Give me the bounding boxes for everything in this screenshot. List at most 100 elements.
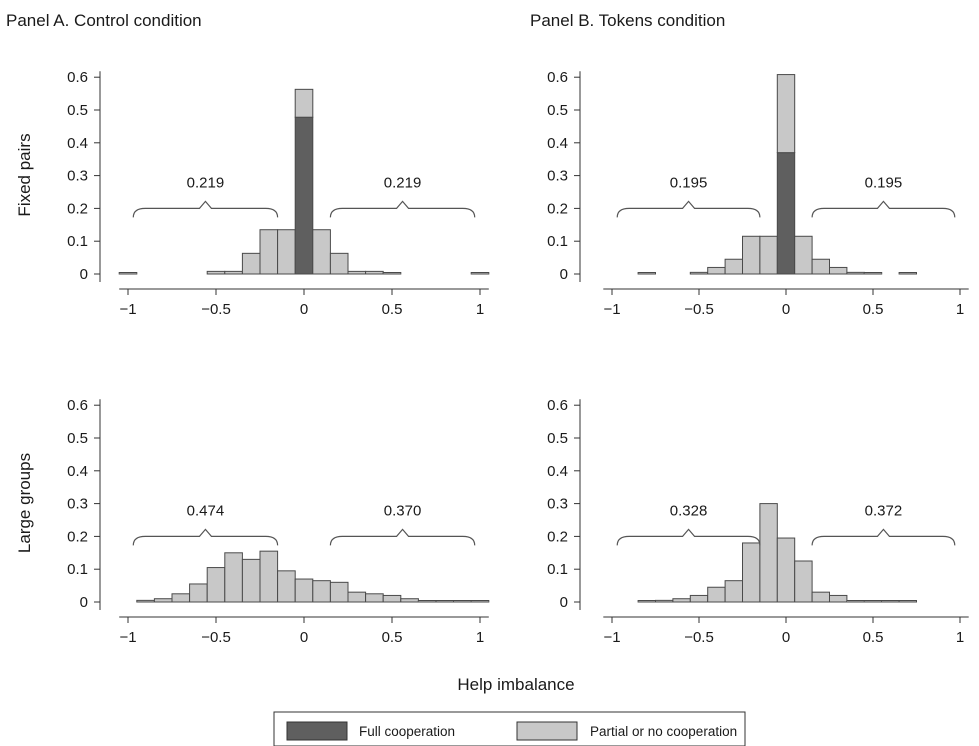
x-tick-label-panel-a-fixed-pairs: −1 [119,301,136,318]
y-tick-label-panel-a-fixed-pairs: 0.5 [67,102,88,119]
bar-partial-cooperation-panel-a-fixed-pairs [294,88,314,118]
bar-partial-cooperation-panel-b-large-groups [898,600,917,603]
y-tick-label-panel-b-large-groups: 0.2 [547,528,568,545]
brace-label-right-panel-a-fixed-pairs: 0.219 [384,174,422,191]
brace-label-right-panel-b-fixed-pairs: 0.195 [865,174,903,191]
y-tick-label-panel-b-large-groups: 0.3 [547,496,568,513]
bar-partial-cooperation-panel-a-large-groups [470,600,490,603]
bar-partial-cooperation-panel-a-fixed-pairs [365,270,384,275]
row-label-fixed-pairs: Fixed pairs [15,133,34,216]
bar-partial-cooperation-panel-a-large-groups [417,600,437,603]
bar-partial-cooperation-panel-b-fixed-pairs [707,266,726,275]
brace-left-panel-a-large-groups [132,528,279,546]
bar-full-cooperation-panel-a-fixed-pairs [294,116,314,275]
x-tick-label-panel-a-fixed-pairs: 0 [300,301,308,318]
bar-partial-cooperation-panel-a-large-groups [365,593,384,603]
x-tick-label-panel-a-large-groups: −0.5 [201,629,231,646]
bar-partial-cooperation-panel-a-large-groups [329,581,349,603]
bar-partial-cooperation-panel-b-large-groups [724,580,743,603]
y-tick-label-panel-b-fixed-pairs: 0.6 [547,69,568,86]
y-tick-label-panel-a-large-groups: 0.2 [67,528,88,545]
x-tick-label-panel-a-fixed-pairs: 0.5 [382,301,403,318]
bar-partial-cooperation-panel-a-fixed-pairs [277,229,296,275]
legend-swatch-partial [516,721,578,741]
bar-partial-cooperation-panel-b-fixed-pairs [829,266,848,275]
plot-tokens-large-groups: 0 0.1 0.2 0.3 0.4 0.5 0.6 −1 −0.5 0 0.5 1 0.328 0.372 [547,397,969,646]
y-tick-label-panel-b-large-groups: 0 [560,594,568,611]
x-tick-label-panel-b-fixed-pairs: 0 [782,301,790,318]
bar-partial-cooperation-panel-b-fixed-pairs [846,271,865,275]
brace-label-right-panel-b-large-groups: 0.372 [865,502,903,519]
legend-swatch-full [286,721,348,741]
bar-partial-cooperation-panel-a-large-groups [435,600,455,603]
y-tick-label-panel-b-fixed-pairs: 0 [560,266,568,283]
y-tick-label-panel-a-large-groups: 0.6 [67,397,88,414]
legend-label-full: Full cooperation [359,724,455,739]
y-tick-label-panel-a-fixed-pairs: 0.3 [67,168,88,185]
panel-title-tokens: Panel B. Tokens condition [530,11,725,30]
bar-partial-cooperation-panel-a-fixed-pairs [241,252,261,275]
bar-partial-cooperation-panel-a-fixed-pairs [470,272,490,275]
bar-partial-cooperation-panel-a-large-groups [189,583,208,603]
x-tick-label-panel-a-fixed-pairs: 1 [476,301,484,318]
bar-partial-cooperation-panel-a-fixed-pairs [206,270,226,275]
plot-control-fixed-pairs: 0 0.1 0.2 0.3 0.4 0.5 0.6 −1 −0.5 0 0.5 1 0.219 0.219 [67,69,490,318]
brace-right-panel-a-fixed-pairs [329,200,476,218]
bar-full-cooperation-panel-b-fixed-pairs [776,152,796,275]
x-tick-label-panel-b-large-groups: 0.5 [863,629,884,646]
bar-partial-cooperation-panel-b-fixed-pairs [811,258,830,275]
bar-partial-cooperation-panel-b-fixed-pairs [776,74,796,154]
bar-partial-cooperation-panel-a-large-groups [382,594,402,603]
bar-partial-cooperation-panel-b-fixed-pairs [724,258,743,275]
x-tick-label-panel-b-large-groups: 1 [956,629,964,646]
bar-partial-cooperation-panel-b-large-groups [742,542,761,603]
bar-partial-cooperation-panel-a-fixed-pairs [259,229,279,275]
bar-partial-cooperation-panel-b-large-groups [672,598,691,603]
bar-partial-cooperation-panel-a-fixed-pairs [382,272,402,275]
bar-partial-cooperation-panel-a-large-groups [277,570,296,603]
brace-label-left-panel-b-fixed-pairs: 0.195 [670,174,708,191]
x-tick-label-panel-b-large-groups: 0 [782,629,790,646]
brace-label-left-panel-a-fixed-pairs: 0.219 [187,174,225,191]
bar-partial-cooperation-panel-a-large-groups [400,598,419,603]
bar-partial-cooperation-panel-b-large-groups [794,560,813,603]
brace-left-panel-a-fixed-pairs [132,200,279,218]
row-label-large-groups: Large groups [15,453,34,553]
bar-partial-cooperation-panel-b-large-groups [881,600,900,603]
bar-partial-cooperation-panel-b-fixed-pairs [689,271,709,275]
x-tick-label-panel-a-fixed-pairs: −0.5 [201,301,231,318]
bar-partial-cooperation-panel-a-fixed-pairs [347,270,367,275]
bar-partial-cooperation-panel-b-fixed-pairs [898,272,917,275]
bar-partial-cooperation-panel-b-fixed-pairs [794,235,813,275]
x-tick-label-panel-b-large-groups: −0.5 [684,629,714,646]
legend-frame [273,711,746,746]
bar-partial-cooperation-panel-a-large-groups [294,578,314,603]
bar-partial-cooperation-panel-a-fixed-pairs [224,270,243,275]
y-tick-label-panel-b-fixed-pairs: 0.3 [547,168,568,185]
x-axis-title: Help imbalance [457,675,574,694]
bar-partial-cooperation-panel-b-large-groups [776,537,796,603]
y-tick-label-panel-a-large-groups: 0.1 [67,561,88,578]
y-tick-label-panel-a-large-groups: 0.3 [67,496,88,513]
bar-partial-cooperation-panel-b-large-groups [846,600,865,603]
y-tick-label-panel-a-fixed-pairs: 0.4 [67,135,88,152]
bar-partial-cooperation-panel-b-large-groups [829,594,848,603]
bar-partial-cooperation-panel-a-fixed-pairs [329,252,349,275]
y-tick-label-panel-a-large-groups: 0 [80,594,88,611]
y-tick-label-panel-a-fixed-pairs: 0 [80,266,88,283]
legend: Full cooperation Partial or no cooperati… [273,711,746,746]
brace-label-left-panel-a-large-groups: 0.474 [187,502,225,519]
bar-partial-cooperation-panel-b-large-groups [637,600,656,603]
brace-label-left-panel-b-large-groups: 0.328 [670,502,708,519]
y-tick-label-panel-b-large-groups: 0.1 [547,561,568,578]
y-tick-label-panel-b-fixed-pairs: 0.5 [547,102,568,119]
bar-partial-cooperation-panel-b-large-groups [689,594,709,603]
y-tick-label-panel-a-fixed-pairs: 0.6 [67,69,88,86]
y-tick-label-panel-b-large-groups: 0.5 [547,430,568,447]
bar-partial-cooperation-panel-a-fixed-pairs [312,229,331,275]
brace-right-panel-b-fixed-pairs [811,200,956,218]
y-tick-label-panel-b-large-groups: 0.4 [547,463,568,480]
bar-partial-cooperation-panel-b-fixed-pairs [863,272,883,275]
bar-partial-cooperation-panel-a-large-groups [171,593,191,603]
brace-left-panel-b-fixed-pairs [616,200,761,218]
